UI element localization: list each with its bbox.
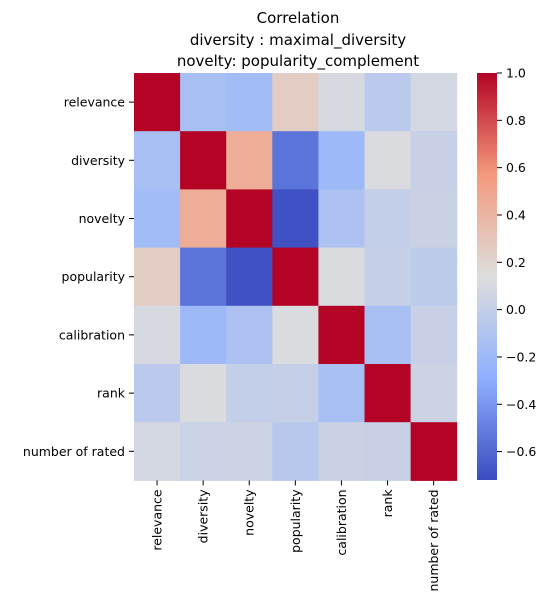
heatmap-cell — [410, 247, 458, 307]
title-line-3: novelty: popularity_complement — [177, 52, 419, 71]
colorbar-tick-label: −0.6 — [506, 444, 536, 459]
heatmap-cell — [410, 73, 458, 132]
title-line-2: diversity : maximal_diversity — [190, 31, 406, 50]
heatmap-cell — [134, 189, 181, 249]
title-line-1: Correlation — [257, 9, 340, 27]
heatmap-cell — [364, 305, 412, 365]
column-label: relevance — [150, 489, 165, 551]
column-label: number of rated — [426, 489, 441, 591]
heatmap-cell — [410, 305, 458, 365]
heatmap-cell — [272, 247, 319, 307]
heatmap-cell — [134, 305, 181, 365]
heatmap-cell — [318, 422, 365, 481]
heatmap-cell — [134, 364, 181, 423]
heatmap-cell — [364, 189, 412, 249]
row-label: relevance — [64, 95, 126, 110]
colorbar-tick-label: 1.0 — [506, 66, 526, 81]
colorbar-tick-label: 0.8 — [506, 113, 526, 128]
column-label: calibration — [334, 489, 349, 555]
heatmap-cell — [134, 422, 181, 481]
heatmap-cell — [364, 247, 412, 307]
heatmap-cell — [410, 131, 458, 190]
heatmap-cell — [134, 131, 181, 190]
heatmap-cells — [134, 73, 458, 481]
colorbar-tick-label: −0.2 — [506, 349, 536, 364]
heatmap-cell — [364, 364, 412, 423]
column-label: rank — [380, 489, 395, 518]
row-label: diversity — [71, 153, 126, 168]
heatmap-cell — [180, 364, 227, 423]
column-label: novelty — [242, 489, 257, 536]
heatmap-cell — [318, 247, 365, 307]
row-label: novelty — [79, 211, 126, 226]
row-label: calibration — [59, 327, 125, 342]
colorbar-tick-label: 0.2 — [506, 255, 526, 270]
row-labels: relevance diversity novelty popularity calib… — [23, 95, 134, 459]
heatmap-cell — [226, 73, 273, 132]
heatmap-cell — [180, 189, 227, 249]
column-labels: relevance diversity novelty popularity calib… — [150, 480, 441, 592]
column-label: diversity — [196, 489, 211, 544]
heatmap-cell — [272, 422, 319, 481]
heatmap-cell — [364, 422, 412, 481]
heatmap-cell — [134, 73, 181, 132]
colorbar: 1.0 0.8 0.6 0.4 0.2 0.0 −0.2 −0.4 −0.6 — [477, 66, 536, 480]
colorbar-gradient — [477, 73, 497, 480]
colorbar-tick-label: 0.0 — [506, 302, 526, 317]
heatmap-cell — [180, 131, 227, 190]
heatmap-cell — [364, 131, 412, 190]
heatmap-cell — [226, 364, 273, 423]
heatmap-cell — [272, 189, 319, 249]
heatmap-cell — [318, 131, 365, 190]
heatmap-cell — [410, 189, 458, 249]
heatmap-cell — [318, 189, 365, 249]
heatmap-cell — [180, 247, 227, 307]
heatmap-cell — [364, 73, 412, 132]
chart-title: Correlation diversity : maximal_diversit… — [177, 9, 419, 71]
heatmap-cell — [272, 131, 319, 190]
column-label: popularity — [288, 489, 303, 553]
row-label: rank — [97, 386, 126, 401]
heatmap-cell — [318, 73, 365, 132]
heatmap-cell — [226, 131, 273, 190]
colorbar-tick-label: −0.4 — [506, 397, 536, 412]
heatmap-cell — [318, 364, 365, 423]
heatmap-cell — [272, 364, 319, 423]
heatmap-cell — [180, 422, 227, 481]
heatmap-cell — [180, 73, 227, 132]
heatmap-cell — [226, 189, 273, 249]
colorbar-tick-label: 0.4 — [506, 207, 526, 222]
heatmap-cell — [272, 73, 319, 132]
row-label: number of rated — [23, 444, 125, 459]
heatmap-cell — [180, 305, 227, 365]
heatmap-cell — [226, 305, 273, 365]
heatmap-cell — [226, 247, 273, 307]
heatmap-cell — [272, 305, 319, 365]
heatmap-cell — [226, 422, 273, 481]
colorbar-tick-label: 0.6 — [506, 160, 526, 175]
heatmap-cell — [134, 247, 181, 307]
heatmap-cell — [410, 422, 458, 481]
heatmap-cell — [410, 364, 458, 423]
heatmap-cell — [318, 305, 365, 365]
row-label: popularity — [62, 269, 126, 284]
